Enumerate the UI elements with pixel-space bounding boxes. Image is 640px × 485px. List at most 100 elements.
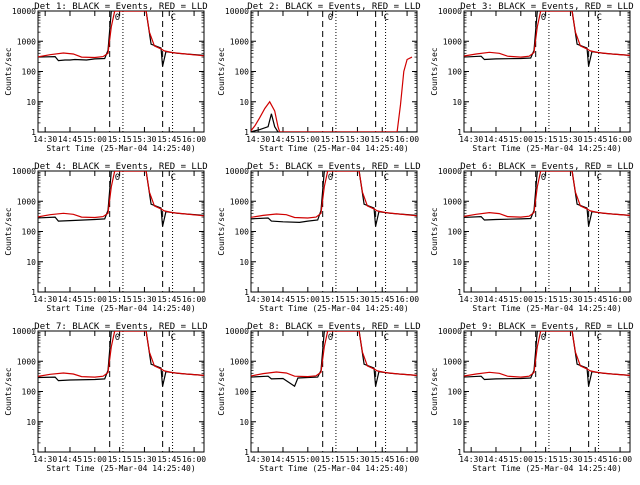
lld-series-line	[251, 331, 417, 378]
attenuator-label: C	[597, 333, 602, 343]
x-tick-label: 15:30	[132, 295, 156, 304]
x-tick-label: 15:15	[321, 135, 345, 144]
x-axis-label: Start Time (25-Mar-04 14:25:40)	[46, 304, 195, 313]
x-tick-label: 16:00	[395, 295, 419, 304]
x-axis-label: Start Time (25-Mar-04 14:25:40)	[259, 144, 408, 153]
y-tick-label: 10000	[12, 7, 36, 16]
x-tick-label: 16:00	[395, 135, 419, 144]
x-tick-label: 16:00	[182, 455, 206, 464]
y-tick-label: 1000	[230, 37, 249, 46]
y-tick-label: 10	[239, 98, 249, 107]
plot-frame	[463, 10, 631, 133]
y-tick-label: 10	[452, 418, 462, 427]
panel-title: Det 4: BLACK = Events, RED = LLD	[34, 162, 207, 172]
y-tick-label: 1	[457, 448, 462, 457]
x-tick-label: 14:30	[459, 455, 483, 464]
y-tick-label: 1	[31, 288, 36, 297]
x-tick-label: 14:45	[484, 295, 508, 304]
detector-panel-9: Det 9: BLACK = Events, RED = LLD 1 10 100 10…	[430, 322, 634, 473]
x-tick-label: 14:30	[33, 455, 57, 464]
detector-panel-2: Det 2: BLACK = Events, RED = LLD 1 10 100 10…	[217, 2, 421, 153]
lld-series-line	[251, 56, 413, 132]
y-tick-label: 1000	[443, 197, 462, 206]
attenuator-label: C	[171, 13, 176, 23]
panel-title: Det 8: BLACK = Events, RED = LLD	[247, 322, 420, 332]
x-tick-label: 15:45	[157, 455, 181, 464]
plot-frame	[463, 170, 631, 293]
x-tick-label: 14:30	[246, 455, 270, 464]
x-axis-label: Start Time (25-Mar-04 14:25:40)	[259, 304, 408, 313]
y-axis-label: Counts/sec	[4, 367, 13, 415]
y-axis-label: Counts/sec	[217, 207, 226, 255]
y-tick-label: 100	[22, 388, 37, 397]
x-axis-label: Start Time (25-Mar-04 14:25:40)	[259, 464, 408, 473]
attenuator-label: 0	[115, 333, 120, 343]
x-tick-label: 16:00	[395, 455, 419, 464]
x-tick-label: 15:00	[83, 455, 107, 464]
y-tick-label: 1000	[443, 37, 462, 46]
y-tick-label: 1	[244, 288, 249, 297]
y-tick-label: 1000	[17, 197, 36, 206]
y-tick-label: 100	[448, 388, 463, 397]
x-tick-label: 14:30	[246, 135, 270, 144]
panel-title: Det 6: BLACK = Events, RED = LLD	[460, 162, 633, 172]
x-tick-label: 15:45	[157, 135, 181, 144]
plot-frame	[37, 170, 205, 293]
lld-series-line	[464, 331, 630, 378]
detector-panel-4: Det 4: BLACK = Events, RED = LLD 1 10 100 10…	[4, 162, 208, 313]
y-tick-label: 10000	[225, 167, 249, 176]
detector-panel-7: Det 7: BLACK = Events, RED = LLD 1 10 100 10…	[4, 322, 208, 473]
x-tick-label: 15:45	[583, 295, 607, 304]
y-tick-label: 10000	[12, 327, 36, 336]
y-tick-label: 100	[22, 228, 37, 237]
y-tick-label: 100	[235, 68, 250, 77]
y-axis-label: Counts/sec	[4, 47, 13, 95]
y-tick-label: 10	[26, 258, 36, 267]
y-tick-label: 1000	[230, 357, 249, 366]
y-tick-label: 10	[452, 98, 462, 107]
x-tick-label: 15:15	[534, 295, 558, 304]
y-tick-label: 10000	[438, 327, 462, 336]
x-axis-label: Start Time (25-Mar-04 14:25:40)	[472, 144, 621, 153]
lld-series-line	[38, 171, 204, 219]
x-tick-label: 15:45	[583, 455, 607, 464]
y-tick-label: 10	[26, 98, 36, 107]
x-tick-label: 15:00	[83, 295, 107, 304]
panel-title: Det 1: BLACK = Events, RED = LLD	[34, 2, 207, 12]
y-axis-label: Counts/sec	[217, 367, 226, 415]
panel-title: Det 7: BLACK = Events, RED = LLD	[34, 322, 207, 332]
detector-panel-1: Det 1: BLACK = Events, RED = LLD 1 10 100 10…	[4, 2, 208, 153]
x-tick-label: 15:30	[558, 135, 582, 144]
x-tick-label: 14:30	[459, 135, 483, 144]
y-tick-label: 100	[448, 228, 463, 237]
x-tick-label: 15:30	[132, 135, 156, 144]
x-tick-label: 15:30	[345, 455, 369, 464]
attenuator-label: 0	[541, 13, 546, 23]
events-series-line	[251, 171, 417, 227]
detector-panel-3: Det 3: BLACK = Events, RED = LLD 1 10 100 10…	[430, 2, 634, 153]
y-tick-label: 1	[457, 288, 462, 297]
y-tick-label: 10000	[438, 167, 462, 176]
x-tick-label: 14:30	[33, 135, 57, 144]
plot-frame	[463, 330, 631, 453]
x-tick-label: 16:00	[182, 295, 206, 304]
attenuator-label: C	[384, 13, 389, 23]
x-tick-label: 16:00	[608, 135, 632, 144]
x-tick-label: 14:45	[58, 295, 82, 304]
y-tick-label: 100	[235, 228, 250, 237]
x-tick-label: 15:30	[132, 455, 156, 464]
y-axis-label: Counts/sec	[217, 47, 226, 95]
attenuator-label: C	[597, 13, 602, 23]
x-tick-label: 15:15	[108, 295, 132, 304]
y-tick-label: 100	[448, 68, 463, 77]
x-tick-label: 16:00	[182, 135, 206, 144]
detector-panel-5: Det 5: BLACK = Events, RED = LLD 1 10 100 10…	[217, 162, 421, 313]
x-tick-label: 15:15	[534, 455, 558, 464]
y-tick-label: 10000	[12, 167, 36, 176]
x-tick-label: 15:00	[83, 135, 107, 144]
attenuator-label: 0	[541, 333, 546, 343]
events-series-line	[464, 171, 630, 227]
x-tick-label: 15:00	[296, 455, 320, 464]
